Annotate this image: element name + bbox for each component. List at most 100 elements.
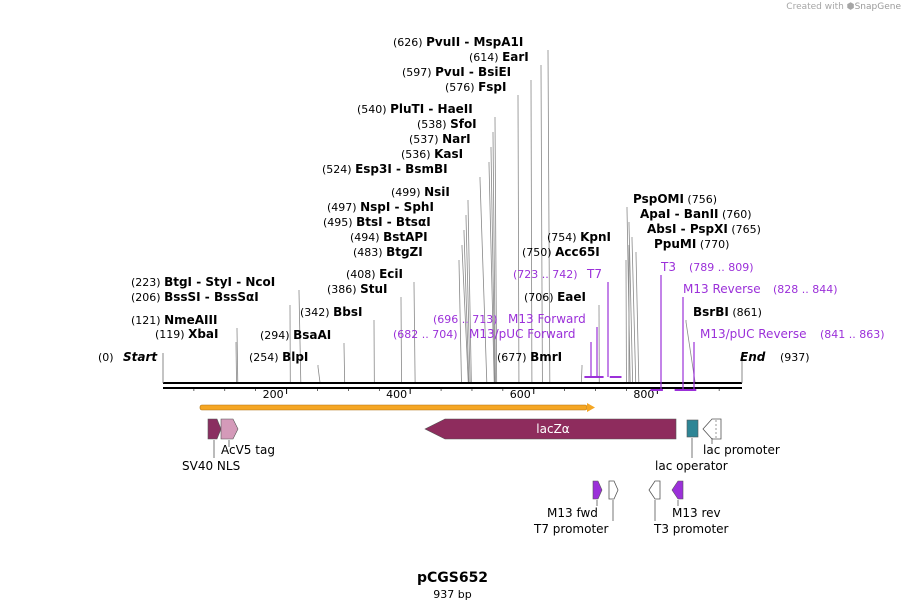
orf-bar[interactable] [199, 404, 588, 411]
site-label[interactable]: (597) PvuI - BsiEI [402, 65, 511, 79]
restriction-site[interactable]: (754) KpnI [547, 230, 611, 244]
m13-fwd-feature[interactable] [592, 480, 603, 500]
enzyme-name[interactable]: NcoI [245, 275, 275, 289]
site-label[interactable]: (495) BtsI - BtsαI [323, 215, 431, 229]
restriction-site[interactable]: (494) BstAPI [350, 230, 428, 244]
restriction-site[interactable]: (626) PvuII - MspA1I [393, 35, 523, 49]
site-label[interactable]: (223) BtgI - StyI - NcoI [131, 275, 275, 289]
restriction-site[interactable]: (254) BlpI [249, 350, 308, 364]
enzyme-name[interactable]: XbaI [188, 327, 218, 341]
orf-arrowhead[interactable] [587, 403, 595, 412]
site-label[interactable]: (754) KpnI [547, 230, 611, 244]
enzyme-name[interactable]: PspOMI [633, 192, 684, 206]
restriction-site[interactable]: (386) StuI [327, 282, 387, 296]
t3-promoter-feature[interactable] [648, 480, 661, 500]
restriction-site[interactable]: PspOMI (756) [633, 192, 717, 206]
restriction-site[interactable]: (408) EciI [346, 267, 403, 281]
enzyme-name[interactable]: FspI [478, 80, 506, 94]
site-label[interactable]: ApaI - BanII (760) [640, 207, 752, 221]
restriction-site[interactable]: BsrBI (861) [693, 305, 762, 319]
enzyme-name[interactable]: PspXI [690, 222, 728, 236]
restriction-site[interactable]: (536) KasI [401, 147, 463, 161]
enzyme-name[interactable]: Esp3I [355, 162, 392, 176]
restriction-site[interactable]: (495) BtsI - BtsαI [323, 215, 431, 229]
site-label[interactable]: (294) BsaAI [260, 328, 331, 342]
site-label[interactable]: AbsI - PspXI (765) [647, 222, 761, 236]
restriction-site[interactable]: (483) BtgZI [353, 245, 423, 259]
site-label[interactable]: (540) PluTI - HaeII [357, 102, 473, 116]
t7-promoter-feature[interactable] [608, 480, 619, 500]
enzyme-name[interactable]: NspI [360, 200, 390, 214]
restriction-site[interactable]: (597) PvuI - BsiEI [402, 65, 511, 79]
enzyme-name[interactable]: BmrI [530, 350, 562, 364]
site-label[interactable]: (254) BlpI [249, 350, 308, 364]
enzyme-name[interactable]: BtgI [164, 275, 192, 289]
restriction-site[interactable]: (677) BmrI [497, 350, 562, 364]
restriction-site[interactable]: (706) EaeI [524, 290, 586, 304]
primer-name[interactable]: T7 [586, 267, 602, 281]
restriction-site[interactable]: (538) SfoI [417, 117, 477, 131]
primer-name[interactable]: M13/pUC Reverse [700, 327, 807, 341]
restriction-site[interactable]: (540) PluTI - HaeII [357, 102, 473, 116]
enzyme-name[interactable]: BsrBI [693, 305, 729, 319]
enzyme-name[interactable]: StyI [205, 275, 232, 289]
site-label[interactable]: (386) StuI [327, 282, 387, 296]
enzyme-name[interactable]: NsiI [424, 185, 450, 199]
site-label[interactable]: (626) PvuII - MspA1I [393, 35, 523, 49]
primer-annotation[interactable]: M13/pUC Forward (682 .. 704) [393, 327, 599, 378]
enzyme-name[interactable]: EaeI [557, 290, 586, 304]
enzyme-name[interactable]: MspA1I [474, 35, 524, 49]
site-label[interactable]: BsrBI (861) [693, 305, 762, 319]
site-label[interactable]: (524) Esp3I - BsmBI [322, 162, 448, 176]
enzyme-name[interactable]: SfoI [450, 117, 477, 131]
site-label[interactable]: PspOMI (756) [633, 192, 717, 206]
restriction-site[interactable]: (121) NmeAIII [131, 313, 217, 327]
primer-annotation[interactable]: M13 Reverse (828 .. 844) [674, 282, 838, 391]
lac-operator-feature[interactable] [686, 419, 699, 438]
enzyme-name[interactable]: PvuI [435, 65, 465, 79]
restriction-site[interactable]: (119) XbaI [155, 327, 218, 341]
restriction-site[interactable]: (499) NsiI [391, 185, 450, 199]
site-label[interactable]: (499) NsiI [391, 185, 450, 199]
primer-name[interactable]: M13 Reverse [683, 282, 761, 296]
lac-promoter-feature[interactable] [702, 418, 722, 440]
enzyme-name[interactable]: BtsαI [396, 215, 431, 229]
enzyme-name[interactable]: BtsI [356, 215, 383, 229]
enzyme-name[interactable]: EarI [502, 50, 529, 64]
restriction-site[interactable]: (614) EarI [469, 50, 529, 64]
restriction-site[interactable]: AbsI - PspXI (765) [647, 222, 761, 236]
restriction-site[interactable]: (750) Acc65I [522, 245, 600, 259]
enzyme-name[interactable]: Acc65I [555, 245, 600, 259]
restriction-site[interactable]: (223) BtgI - StyI - NcoI [131, 275, 275, 289]
site-label[interactable]: (483) BtgZI [353, 245, 423, 259]
enzyme-name[interactable]: PvuII [426, 35, 460, 49]
site-label[interactable]: (750) Acc65I [522, 245, 600, 259]
site-label[interactable]: (536) KasI [401, 147, 463, 161]
enzyme-name[interactable]: BlpI [282, 350, 308, 364]
enzyme-name[interactable]: NarI [442, 132, 471, 146]
primer-name[interactable]: M13 Forward [508, 312, 586, 326]
enzyme-name[interactable]: EciI [379, 267, 403, 281]
enzyme-name[interactable]: BssSαI [214, 290, 259, 304]
enzyme-name[interactable]: KpnI [580, 230, 611, 244]
enzyme-name[interactable]: HaeII [438, 102, 473, 116]
site-label[interactable]: (706) EaeI [524, 290, 586, 304]
restriction-site[interactable]: (497) NspI - SphI [327, 200, 434, 214]
enzyme-name[interactable]: ApaI [640, 207, 670, 221]
site-label[interactable]: (494) BstAPI [350, 230, 428, 244]
site-label[interactable]: (342) BbsI [300, 305, 362, 319]
site-label[interactable]: PpuMI (770) [654, 237, 729, 251]
acv5-tag-feature[interactable] [220, 418, 239, 440]
site-label[interactable]: (537) NarI [409, 132, 471, 146]
enzyme-name[interactable]: SphI [404, 200, 434, 214]
enzyme-name[interactable]: PpuMI [654, 237, 696, 251]
restriction-site[interactable]: (294) BsaAI [260, 328, 331, 342]
enzyme-name[interactable]: BstAPI [383, 230, 428, 244]
site-label[interactable]: (576) FspI [445, 80, 506, 94]
site-label[interactable]: (121) NmeAIII [131, 313, 217, 327]
site-label[interactable]: (677) BmrI [497, 350, 562, 364]
enzyme-name[interactable]: KasI [434, 147, 463, 161]
site-label[interactable]: (614) EarI [469, 50, 529, 64]
lacz-alpha-feature[interactable] [424, 418, 677, 440]
restriction-site[interactable]: (206) BssSI - BssSαI [131, 290, 259, 304]
